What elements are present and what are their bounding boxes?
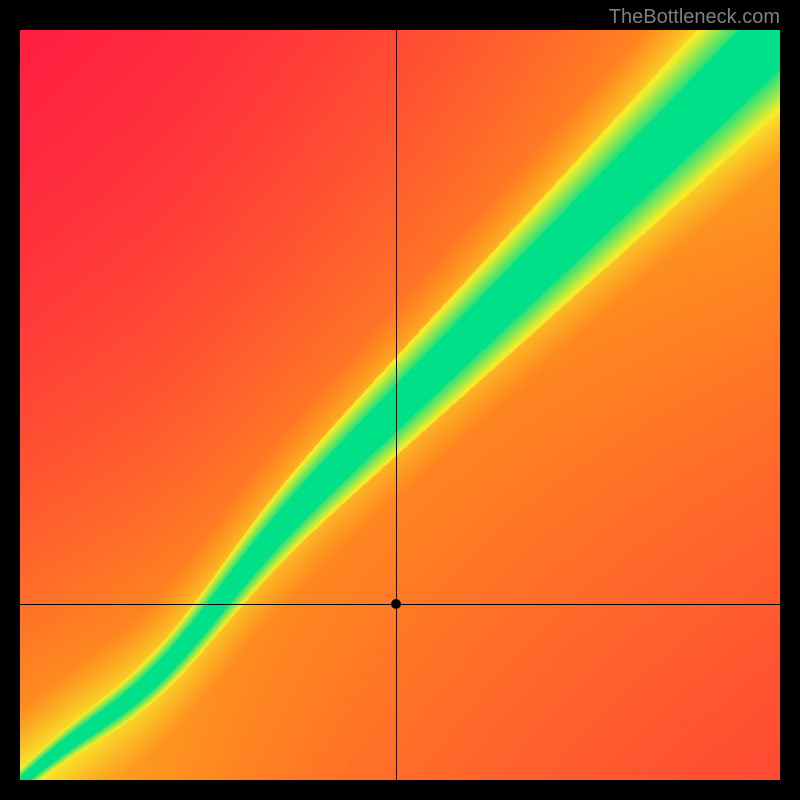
heatmap-canvas <box>20 30 780 780</box>
watermark-text: TheBottleneck.com <box>609 6 780 29</box>
crosshair-vertical <box>396 30 397 780</box>
data-point-marker <box>391 599 401 609</box>
chart-container: TheBottleneck.com <box>0 0 800 800</box>
heatmap-plot <box>20 30 780 780</box>
